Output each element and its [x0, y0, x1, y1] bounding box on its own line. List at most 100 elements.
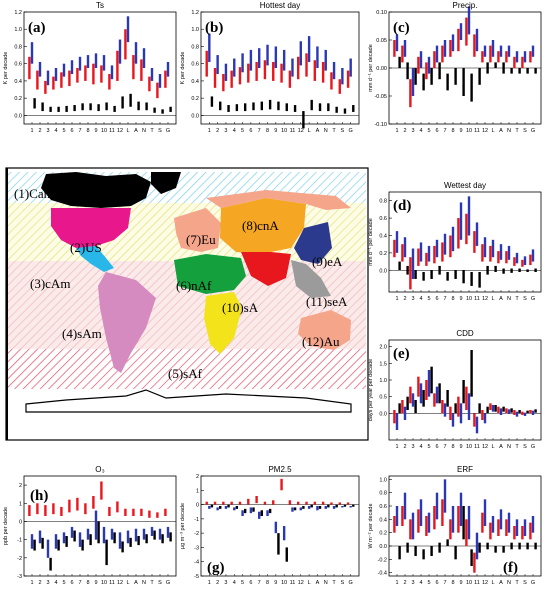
x-tick-label: 5	[427, 128, 430, 134]
x-tick-label: 6	[435, 296, 438, 302]
bar-g-s1-17	[349, 506, 352, 508]
region-label-cam: (3)cAm	[30, 276, 70, 291]
bar-g-s0-9	[280, 478, 283, 491]
x-tick-label: T	[515, 128, 519, 134]
y-axis-label: mm d⁻¹ per decade	[368, 44, 374, 92]
bar-h-s2-9	[105, 539, 108, 566]
bar-f-s1-17	[531, 516, 535, 533]
bar-g-s0-16	[338, 502, 341, 505]
bar-c-s0-6	[441, 45, 444, 63]
bar-a-s2-0	[33, 98, 36, 109]
bar-g-s1-15	[332, 506, 336, 509]
x-tick-label: 9	[459, 296, 462, 302]
bar-c-s1-16	[523, 51, 527, 63]
bar-b-s1-14	[324, 49, 327, 71]
y-tick-label: 1.0	[379, 378, 387, 384]
bar-c-s0-2	[409, 79, 412, 108]
y-tick-label: 0.2	[379, 251, 387, 257]
bar-h-s0-2	[44, 505, 47, 516]
bar-e-s0-1	[401, 400, 404, 414]
x-tick-label: 1	[395, 296, 398, 302]
russia-shape	[206, 190, 351, 210]
bar-e-s0-17	[529, 410, 532, 414]
bar-c-s1-8	[459, 23, 463, 40]
x-tick-label: 8	[266, 580, 269, 586]
bar-e-s2-3	[422, 390, 425, 407]
bar-c-s2-14	[510, 68, 513, 74]
x-tick-label: 4	[233, 580, 236, 586]
x-tick-label: 9	[459, 580, 462, 586]
x-tick-label: 1	[30, 580, 33, 586]
x-tick-label: N	[324, 580, 328, 586]
x-tick-label: T	[515, 580, 519, 586]
region-label-ea: (9)eA	[312, 254, 343, 269]
bar-e-s0-16	[521, 411, 524, 415]
bar-f-s1-5	[435, 492, 439, 520]
x-tick-label: 8	[451, 444, 454, 450]
y-tick-label: 0.2	[379, 531, 387, 537]
bar-g-s0-11	[296, 501, 300, 505]
x-tick-label: 6	[249, 128, 252, 134]
x-tick-label: 12	[117, 128, 123, 134]
bar-h-s0-5	[68, 499, 71, 513]
x-tick-label: 3	[224, 128, 227, 134]
y-axis-label: K per decade	[3, 52, 9, 85]
bar-e-s1-13	[499, 408, 503, 415]
bar-h-s0-17	[164, 508, 167, 516]
x-tick-label: 8	[86, 128, 89, 134]
x-tick-label: G	[531, 444, 535, 450]
bar-b-s2-9	[285, 103, 288, 112]
bar-a-s2-1	[41, 102, 44, 112]
bar-a-s0-15	[148, 76, 151, 92]
bar-c-s0-16	[521, 56, 524, 68]
y-tick-label: 1.0	[379, 477, 387, 483]
bar-c-s2-10	[478, 68, 481, 85]
bar-h-s0-1	[36, 503, 39, 515]
bar-g-s1-2	[224, 506, 228, 509]
x-tick-label: G	[349, 128, 353, 134]
x-tick-label: 11	[109, 580, 115, 586]
bar-e-s0-13	[497, 406, 500, 414]
bar-g-s1-9	[282, 526, 286, 541]
x-tick-label: S	[341, 128, 345, 134]
bar-b-s2-15	[335, 106, 338, 113]
x-tick-label: A	[499, 580, 503, 586]
region-cna-shape	[220, 198, 306, 254]
bar-h-s2-1	[41, 537, 44, 549]
bar-a-s1-12	[126, 16, 130, 43]
bar-d-s0-9	[465, 213, 468, 245]
bar-b-s0-0	[205, 50, 208, 77]
bar-g-s1-8	[274, 521, 278, 534]
x-tick-label: 2	[216, 580, 219, 586]
bar-c-s0-11	[481, 51, 484, 63]
x-tick-label: 3	[411, 444, 414, 450]
bar-b-s2-13	[318, 103, 322, 112]
bar-f-s2-12	[494, 546, 497, 553]
bar-d-s2-16	[526, 269, 529, 272]
bar-a-s2-6	[81, 103, 84, 111]
x-tick-label: 10	[281, 580, 287, 586]
bar-c-s2-2	[414, 68, 417, 85]
bar-c-s0-3	[417, 56, 420, 74]
y-tick-label: 0.0	[14, 113, 22, 119]
plot-frame	[23, 475, 177, 577]
bar-g-s1-12	[307, 506, 311, 509]
bar-e-s0-10	[473, 413, 476, 427]
y-tick-label: 0.0	[379, 544, 387, 550]
x-tick-label: N	[507, 128, 511, 134]
bar-f-s1-16	[523, 519, 527, 536]
bar-b-s0-1	[213, 68, 217, 88]
bar-a-s2-3	[57, 106, 60, 112]
plot-frame	[200, 11, 360, 125]
bar-a-s1-6	[78, 56, 82, 71]
bar-e-s1-4	[427, 370, 431, 397]
bar-f-s0-4	[425, 516, 428, 536]
bar-c-s0-0	[393, 40, 396, 57]
bar-g-s1-1	[216, 507, 219, 511]
bar-f-s0-1	[401, 506, 404, 526]
bar-c-s2-3	[422, 73, 425, 91]
bar-d-s2-17	[534, 268, 537, 272]
bar-d-s2-12	[494, 265, 497, 272]
y-tick-label: 0.05	[376, 38, 387, 44]
bar-g-s1-10	[291, 507, 294, 512]
